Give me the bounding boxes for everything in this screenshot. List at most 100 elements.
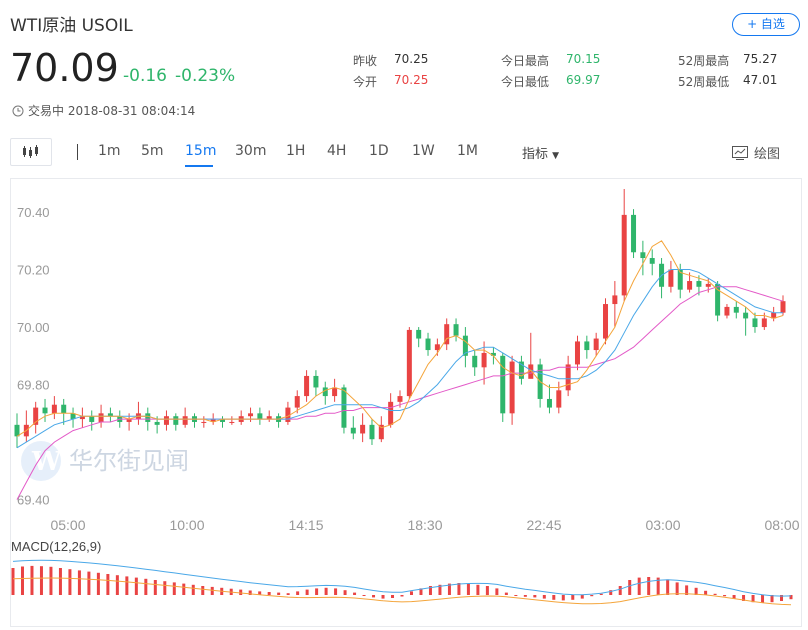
candle-body	[490, 352, 496, 356]
candle-body	[677, 269, 683, 290]
timeframe-tab-15m[interactable]: 15m	[185, 143, 217, 159]
candle-body	[229, 421, 235, 423]
chart-type-button[interactable]	[10, 138, 52, 166]
macd-bar	[39, 566, 43, 595]
macd-bar	[77, 570, 81, 595]
macd-bar	[144, 578, 148, 595]
candle-body	[687, 281, 693, 290]
price-chart[interactable]: 70.40 70.20 70.00 69.80 69.40 W 华尔街见闻 05:00 10:0…	[10, 178, 802, 627]
candle-body	[556, 390, 562, 408]
candle-body	[163, 416, 169, 425]
candle-body	[388, 401, 394, 425]
add-favorite-button[interactable]: + 自选	[732, 13, 800, 36]
macd-bar	[618, 586, 622, 595]
macd-bar	[533, 595, 537, 598]
candle-body	[565, 364, 571, 391]
macd-bar	[153, 580, 157, 595]
x-tick-label: 14:15	[288, 517, 323, 533]
candle-body	[724, 306, 730, 316]
macd-bar	[248, 590, 252, 595]
y-tick-label: 69.80	[17, 378, 50, 393]
candle-body	[173, 416, 179, 425]
candle-body	[107, 413, 113, 417]
macd-bar	[647, 577, 651, 595]
candle-body	[462, 335, 468, 356]
timeframe-tab-1M[interactable]: 1M	[457, 143, 478, 159]
candle-body	[612, 295, 618, 305]
macd-bar	[732, 595, 736, 599]
macd-bar	[115, 575, 119, 595]
macd-bar	[428, 586, 432, 595]
candle-body	[79, 416, 85, 420]
timeframe-tab-30m[interactable]: 30m	[235, 143, 267, 159]
macd-bar	[210, 586, 214, 595]
candle-body	[528, 364, 534, 379]
timeframe-tab-4H[interactable]: 4H	[327, 143, 347, 159]
price-change-percent: -0.23%	[175, 66, 236, 86]
macd-bar	[372, 595, 376, 598]
open-label: 今开	[353, 75, 378, 89]
x-tick-label: 03:00	[645, 517, 680, 533]
candle-body	[98, 413, 104, 422]
timeframe-tab-1W[interactable]: 1W	[412, 143, 435, 159]
y-tick-label: 69.40	[17, 493, 50, 508]
day-high-label: 今日最高	[501, 54, 550, 68]
draw-label: 绘图	[754, 147, 781, 162]
ma10-line	[16, 269, 783, 449]
macd-bar	[495, 588, 499, 595]
macd-bar	[315, 588, 319, 595]
y-tick-label: 70.40	[17, 205, 50, 220]
candle-body	[322, 387, 328, 397]
macd-bar	[723, 595, 727, 597]
macd-bar	[675, 582, 679, 595]
macd-bar	[324, 587, 328, 595]
x-tick-label: 10:00	[169, 517, 204, 533]
candle-body	[546, 398, 552, 408]
macd-bar	[106, 574, 110, 595]
macd-bar	[343, 590, 347, 595]
last-price: 70.09	[10, 46, 119, 90]
52w-high-value: 75.27	[743, 52, 778, 66]
candle-body	[434, 344, 440, 351]
draw-button[interactable]: 绘图	[732, 143, 780, 162]
candle-body	[51, 404, 57, 414]
y-tick-label: 70.20	[17, 263, 50, 278]
timeframe-tab-1m[interactable]: 1m	[98, 143, 121, 159]
caret-down-icon: ▼	[552, 151, 560, 161]
candle-body	[332, 387, 338, 397]
macd-bar	[704, 590, 708, 595]
macd-bar	[590, 595, 594, 597]
candlestick-chart-svg[interactable]: 70.40 70.20 70.00 69.80 69.40 W 华尔街见闻 05:00 10:0…	[11, 179, 801, 626]
candle-body	[640, 252, 646, 259]
indicator-dropdown[interactable]: 指标 ▼	[522, 143, 559, 162]
timeframe-tab-5m[interactable]: 5m	[141, 143, 164, 159]
timeframe-tab-1D[interactable]: 1D	[369, 143, 389, 159]
macd-bar	[542, 595, 546, 599]
candle-body	[603, 304, 609, 339]
candle-body	[780, 301, 786, 313]
macd-bar	[353, 592, 357, 595]
macd-label: MACD(12,26,9)	[11, 539, 101, 554]
candle-body	[771, 312, 777, 319]
ma20-line	[16, 286, 784, 500]
candle-body	[406, 329, 412, 397]
macd-bar	[447, 583, 451, 595]
candlestick-icon	[23, 145, 38, 158]
open-value: 70.25	[394, 73, 429, 87]
candle-body	[266, 416, 272, 420]
candle-body	[220, 419, 226, 422]
macd-bar	[666, 579, 670, 595]
timeframe-tab-1H[interactable]: 1H	[286, 143, 306, 159]
macd-bar	[571, 595, 575, 600]
macd-bar	[685, 585, 689, 595]
macd-bar	[552, 595, 556, 600]
macd-bar	[96, 572, 100, 595]
chart-toolbar: 1m 5m 15m 30m 1H 4H 1D 1W 1M 指标 ▼ 绘图	[0, 138, 808, 168]
candle-body	[733, 306, 739, 313]
candle-body	[14, 424, 20, 437]
macd-bar	[11, 568, 15, 595]
52w-low-value: 47.01	[743, 73, 778, 87]
macd-bar	[438, 584, 442, 595]
macd-bar	[466, 583, 470, 595]
watermark-text: 华尔街见闻	[69, 447, 189, 475]
